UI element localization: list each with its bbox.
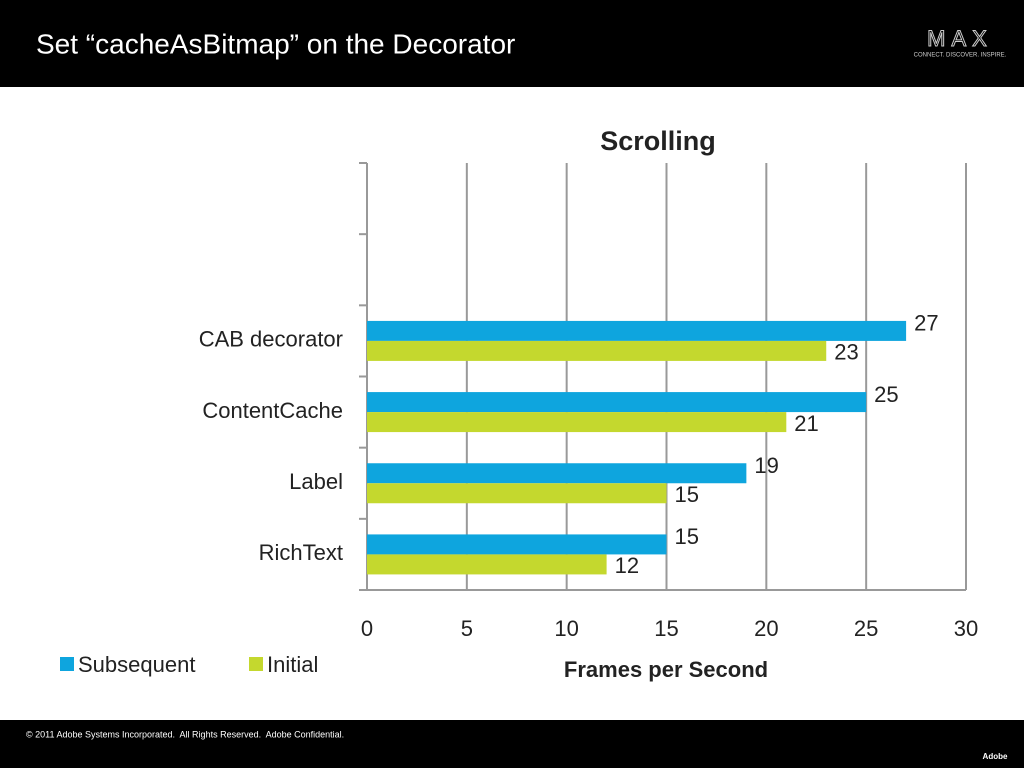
slide-title: Set “cacheAsBitmap” on the Decorator (36, 28, 515, 59)
data-label: 12 (615, 553, 639, 578)
footer-bar (0, 720, 1024, 768)
chart-title: Scrolling (600, 126, 716, 156)
data-label: 27 (914, 311, 938, 336)
bar (367, 320, 907, 341)
y-tick-label: RichText (259, 540, 343, 565)
y-tick-label: ContentCache (202, 398, 343, 423)
bar (367, 483, 667, 504)
footer-text: © 2011 Adobe Systems Incorporated. All R… (26, 729, 344, 739)
x-tick-label: 0 (361, 616, 373, 641)
legend-label: Initial (267, 652, 318, 677)
bar (367, 463, 747, 484)
data-label: 19 (754, 453, 778, 478)
x-tick-label: 10 (554, 616, 578, 641)
legend-label: Subsequent (78, 652, 195, 677)
data-label: 23 (834, 340, 858, 365)
bar (367, 412, 787, 433)
y-tick-label: Label (289, 469, 343, 494)
x-tick-label: 25 (854, 616, 878, 641)
data-label: 21 (794, 411, 818, 436)
x-axis-label: Frames per Second (564, 657, 768, 682)
y-tick-label: CAB decorator (199, 327, 343, 352)
bar (367, 554, 607, 575)
legend-swatch (60, 657, 74, 671)
tagline: CONNECT. DISCOVER. INSPIRE. (914, 53, 1007, 59)
x-tick-label: 5 (461, 616, 473, 641)
x-tick-label: 30 (954, 616, 978, 641)
x-tick-label: 20 (754, 616, 778, 641)
data-label: 15 (675, 482, 699, 507)
legend-swatch (249, 657, 263, 671)
x-tick-label: 15 (654, 616, 678, 641)
data-label: 15 (675, 524, 699, 549)
bar (367, 392, 867, 413)
bar (367, 340, 827, 361)
header-bar (0, 0, 1024, 87)
data-label: 25 (874, 382, 898, 407)
bar (367, 534, 667, 555)
adobe-logo: Adobe (983, 752, 1008, 761)
logo: MAX (927, 26, 993, 51)
